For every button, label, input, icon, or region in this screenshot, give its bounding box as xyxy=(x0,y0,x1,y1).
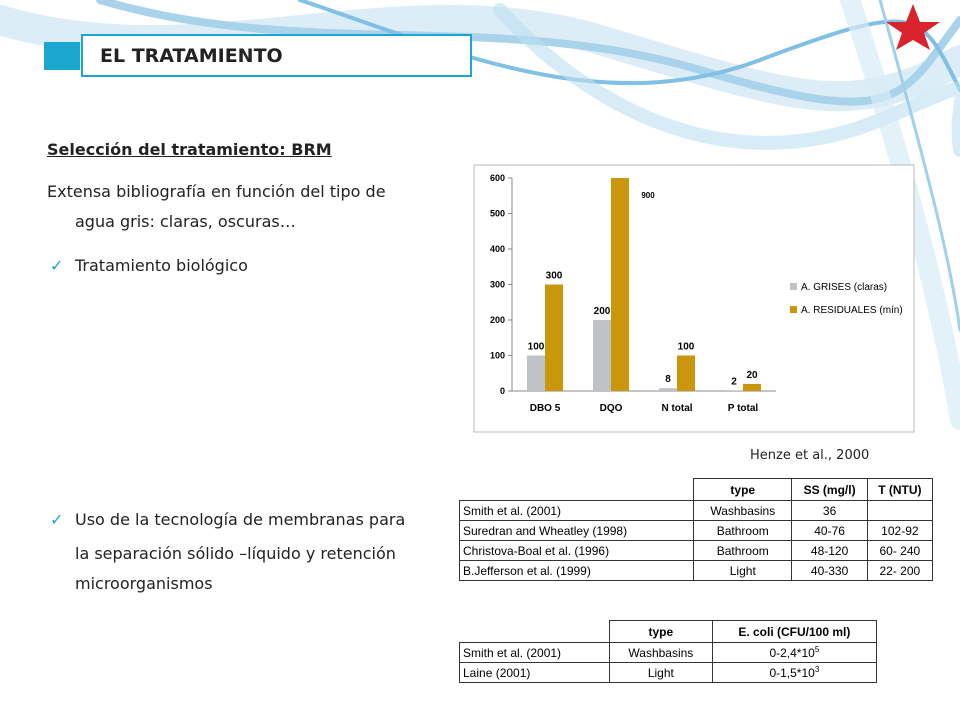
x-tick-label: DBO 5 xyxy=(530,403,561,414)
data-label: 200 xyxy=(594,306,611,317)
header-cell xyxy=(459,478,695,501)
row: Laine (2001) Light 0-1,5*103 xyxy=(459,662,878,683)
cell: 40-330 xyxy=(791,560,868,581)
cell: Bathroom xyxy=(693,520,793,541)
check-icon: ✓ xyxy=(50,256,64,275)
data-label: 20 xyxy=(746,370,758,381)
cell: Christova-Boal et al. (1996) xyxy=(458,540,695,561)
bullet-line: la separación sólido –líquido y retenció… xyxy=(75,544,396,563)
table: type E. coli (CFU/100 ml) Smith et al. (20… xyxy=(459,620,878,683)
row: Smith et al. (2001) Washbasins 0-2,4*105 xyxy=(459,642,878,663)
header-cell: E. coli (CFU/100 ml) xyxy=(711,620,878,643)
data-label: 100 xyxy=(678,342,695,353)
cell: Light xyxy=(693,560,793,581)
cell: 22- 200 xyxy=(866,560,934,581)
y-tick-label: 200 xyxy=(490,315,505,325)
y-tick-label: 300 xyxy=(490,280,505,290)
row: Christova-Boal et al. (1996) Bathroom 48-1… xyxy=(458,540,934,561)
bar xyxy=(743,383,761,391)
cell: Suredran and Wheatley (1998) xyxy=(458,520,695,541)
data-label: 100 xyxy=(528,342,545,353)
y-tick-label: 600 xyxy=(490,173,505,183)
intro-line: agua gris: claras, oscuras… xyxy=(75,212,296,231)
legend-swatch xyxy=(790,283,797,290)
chart: 0 100 200 300 400 500 600 DBO 5 100 300 DQO 200 900 N… xyxy=(490,173,903,414)
x-tick-label: DQO xyxy=(600,403,623,414)
section-title: Selección del tratamiento: BRM xyxy=(47,140,332,159)
bullet-line: microorganismos xyxy=(75,574,213,593)
header-cell: type xyxy=(609,620,713,643)
cell: Washbasins xyxy=(693,500,793,521)
cell-sup: 5 xyxy=(814,645,820,654)
cell: B.Jefferson et al. (1999) xyxy=(458,560,695,581)
row: Smith et al. (2001) Washbasins 36 xyxy=(458,500,934,521)
y-tick-label: 500 xyxy=(490,209,505,219)
data-label: 900 xyxy=(641,191,655,200)
cell-text: 0-1,5*10 xyxy=(769,666,815,680)
citation: Henze et al., 2000 xyxy=(750,448,870,463)
row: Suredran and Wheatley (1998) Bathroom 40-7… xyxy=(458,520,934,541)
intro-line: Extensa bibliografía en función del tipo… xyxy=(47,182,386,201)
cell: 40-76 xyxy=(791,520,868,541)
cell: 0-1,5*103 xyxy=(711,662,878,683)
cell-sup: 3 xyxy=(814,665,820,674)
bar xyxy=(677,355,695,391)
data-label: 8 xyxy=(665,374,671,385)
check-icon: ✓ xyxy=(50,510,64,529)
legend-label: A. RESIDUALES (mín) xyxy=(801,305,903,316)
cell: Smith et al. (2001) xyxy=(458,500,695,521)
bullet: Tratamiento biológico xyxy=(75,256,248,275)
bar xyxy=(725,390,743,391)
cell: Smith et al. (2001) xyxy=(459,642,610,663)
header-cell xyxy=(459,620,610,643)
cell xyxy=(866,500,934,521)
header-cell: type xyxy=(693,478,793,501)
cell: Light xyxy=(609,662,713,683)
legend-label: A. GRISES (claras) xyxy=(801,282,887,293)
plot xyxy=(527,178,761,391)
cell: 60- 240 xyxy=(866,540,934,561)
table: type SS (mg/l) T (NTU) Smith et al. (2001) W… xyxy=(458,478,934,581)
data-label: 300 xyxy=(546,271,563,282)
cell-text: 0-2,4*10 xyxy=(769,646,815,660)
header-cell: SS (mg/l) xyxy=(791,478,868,501)
header-row: type E. coli (CFU/100 ml) xyxy=(459,620,878,643)
bullet-line: Uso de la tecnología de membranas para xyxy=(75,510,406,529)
data-label: 2 xyxy=(731,376,737,387)
cell: 48-120 xyxy=(791,540,868,561)
bar xyxy=(545,284,563,391)
slide-title: EL TRATAMIENTO xyxy=(100,45,283,67)
cell: Washbasins xyxy=(609,642,713,663)
y-tick-label: 100 xyxy=(490,351,505,361)
cell: Bathroom xyxy=(693,540,793,561)
header-row: type SS (mg/l) T (NTU) xyxy=(459,478,934,501)
x-tick-label: N total xyxy=(661,403,692,414)
x-tick-label: P total xyxy=(728,403,759,414)
cell: 36 xyxy=(791,500,868,521)
bar xyxy=(659,388,677,391)
row: B.Jefferson et al. (1999) Light 40-330 22- … xyxy=(458,560,934,581)
header-cell: T (NTU) xyxy=(866,478,934,501)
cell: 0-2,4*105 xyxy=(711,642,878,663)
y-tick-label: 0 xyxy=(500,386,505,396)
cell: Laine (2001) xyxy=(459,662,610,683)
cell: 102-92 xyxy=(866,520,934,541)
bar xyxy=(593,320,611,391)
legend-swatch xyxy=(790,306,797,313)
y-tick-label: 400 xyxy=(490,244,505,254)
bar xyxy=(611,178,629,391)
bar xyxy=(527,355,545,391)
